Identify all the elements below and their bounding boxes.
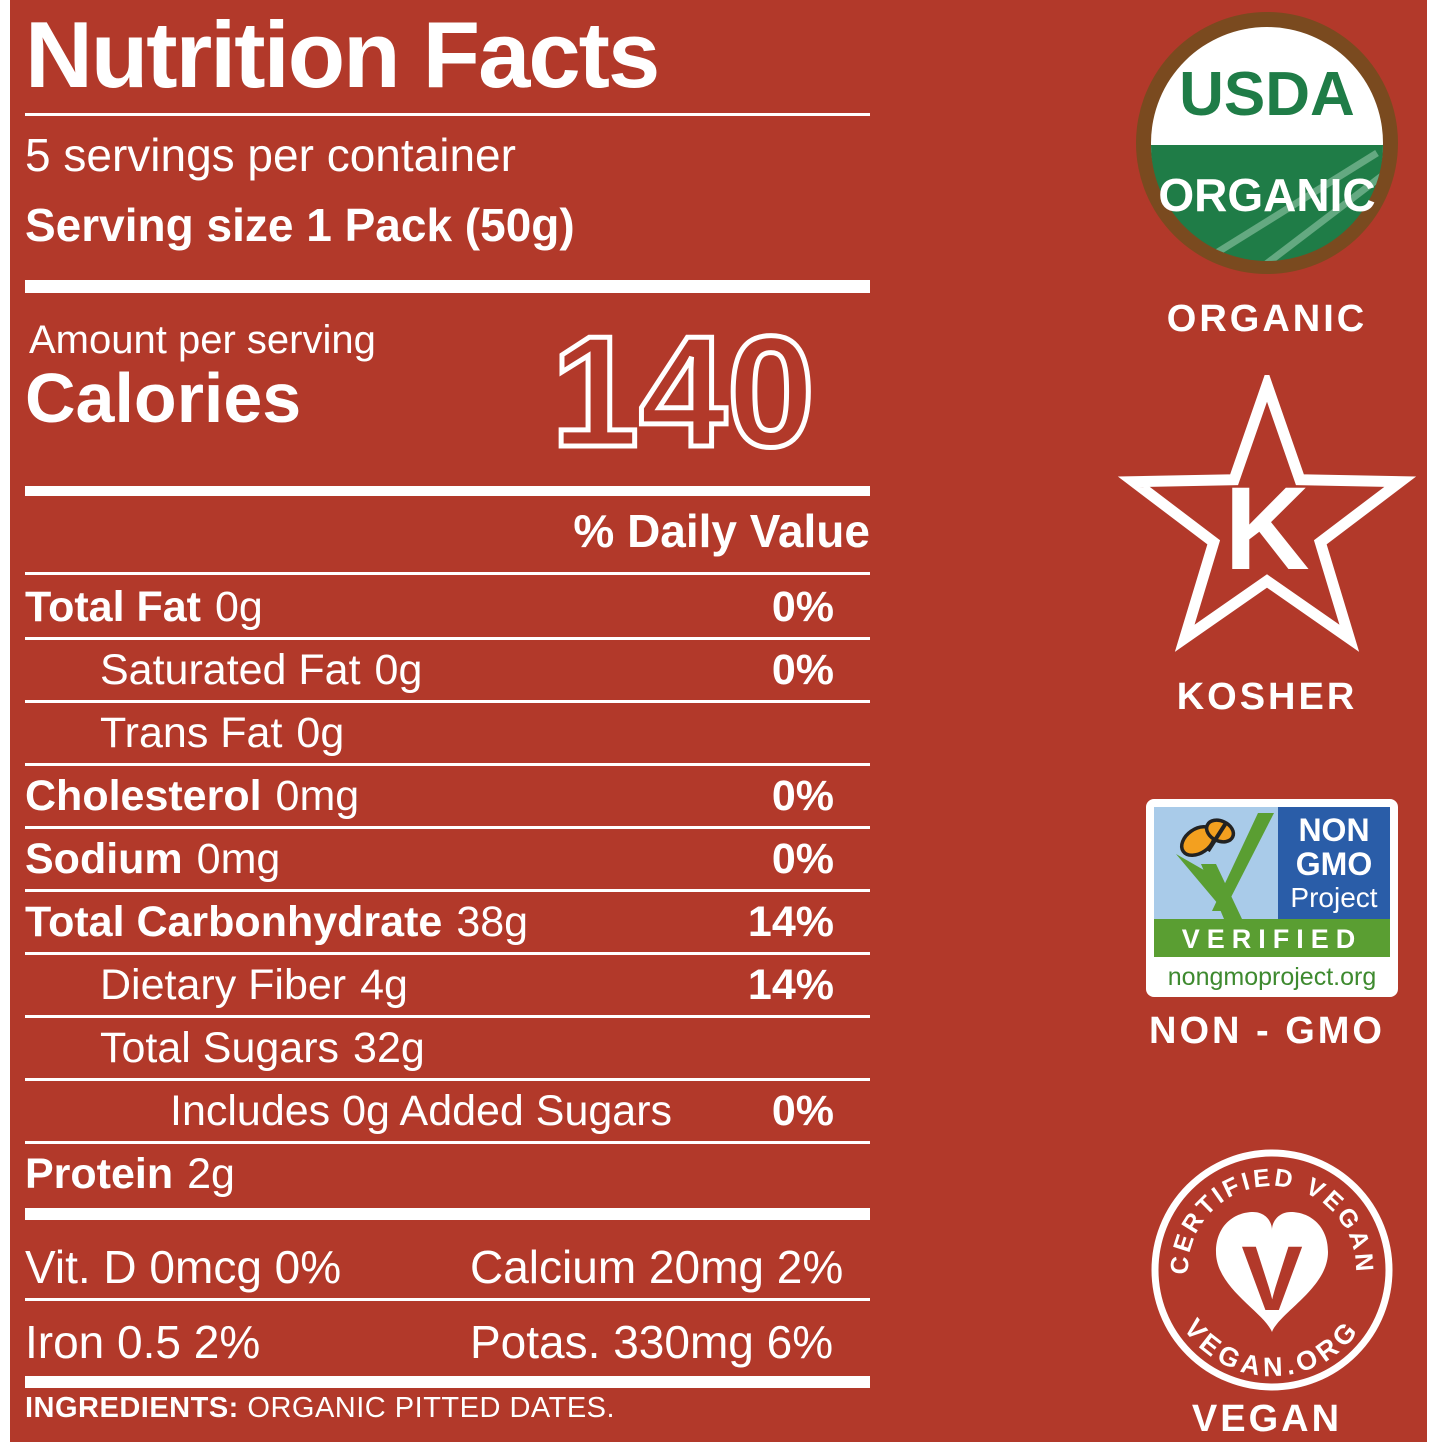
nutrition-facts-panel: Nutrition Facts 5 servings per container… xyxy=(25,0,870,1442)
organic-caption: ORGANIC xyxy=(1166,298,1368,340)
calories-value: 140 xyxy=(551,310,815,470)
nutrient-row: Sodium 0mg 0% xyxy=(25,829,870,892)
certified-vegan-seal-icon: CERTIFIED VEGAN VEGAN.ORG V xyxy=(1151,1149,1393,1391)
vegan-caption: VEGAN xyxy=(1191,1398,1343,1440)
page-title: Nutrition Facts xyxy=(25,2,660,107)
divider xyxy=(25,486,870,496)
ingredients-label: INGREDIENTS: xyxy=(25,1392,239,1424)
usda-seal-bottom-text: ORGANIC xyxy=(1158,169,1375,221)
nutrient-row: Total Fat 0g 0% xyxy=(25,577,870,640)
non-gmo-verified-badge-icon: NON GMO Project VERIFIED nongmoproject.o… xyxy=(1146,799,1398,997)
nutrient-amount: 0mg xyxy=(196,834,281,883)
micronutrient-right: Calcium 20mg 2% xyxy=(470,1241,844,1293)
amount-per-serving-label: Amount per serving xyxy=(29,318,376,362)
nutrient-row: Protein 2g xyxy=(25,1144,870,1204)
nutrient-amount: 0g xyxy=(374,645,423,694)
nutrient-amount: 4g xyxy=(360,960,408,1009)
nutrient-row: Saturated Fat 0g 0% xyxy=(25,640,870,703)
nutrient-daily-value: 0% xyxy=(771,771,834,820)
nutrient-daily-value: 14% xyxy=(747,960,834,1009)
divider xyxy=(25,113,870,116)
nutrient-row: Trans Fat 0g xyxy=(25,703,870,766)
nutrient-name: Includes 0g Added Sugars xyxy=(170,1086,673,1135)
serving-size: Serving size 1 Pack (50g) xyxy=(25,199,575,251)
kosher-star-icon: K xyxy=(1117,375,1417,652)
calories-value-outline: 140 xyxy=(549,310,818,470)
butterfly-icon xyxy=(1179,818,1236,858)
nutrient-amount: 2g xyxy=(187,1149,235,1198)
kosher-k-letter: K xyxy=(1224,463,1309,595)
nutrient-row: Cholesterol 0mg 0% xyxy=(25,766,870,829)
ingredients-value: ORGANIC PITTED DATES. xyxy=(247,1392,616,1424)
nutrient-rows: Total Fat 0g 0% Saturated Fat 0g 0% Tran… xyxy=(25,577,870,1204)
micronutrient-rows: Vit. D 0mcg 0% Calcium 20mg 2% Iron 0.5 … xyxy=(25,1226,870,1377)
nutrient-daily-value: 0% xyxy=(771,1086,834,1135)
calories-label: Calories xyxy=(25,359,302,437)
nutrient-amount: 0g xyxy=(214,582,263,631)
micronutrient-left: Iron 0.5 2% xyxy=(25,1316,261,1368)
vegan-v-letter: V xyxy=(1241,1228,1302,1330)
nutrient-daily-value: 0% xyxy=(771,645,834,694)
nutrient-amount: 32g xyxy=(353,1023,425,1072)
usda-organic-seal-icon: USDA ORGANIC xyxy=(1136,12,1398,274)
micronutrient-row: Iron 0.5 2% Potas. 330mg 6% xyxy=(25,1301,870,1377)
nutrient-name: Protein xyxy=(25,1149,174,1198)
nutrient-row: Dietary Fiber 4g 14% xyxy=(25,955,870,1018)
micronutrient-row: Vit. D 0mcg 0% Calcium 20mg 2% xyxy=(25,1226,870,1301)
non-gmo-url-text: nongmoproject.org xyxy=(1168,963,1376,991)
micronutrient-right: Potas. 330mg 6% xyxy=(470,1316,834,1368)
nutrient-name: Total Sugars xyxy=(100,1023,340,1072)
non-gmo-caption: NON - GMO xyxy=(1149,1010,1385,1052)
non-gmo-word2: GMO xyxy=(1296,846,1372,882)
non-gmo-verified-text: VERIFIED xyxy=(1182,924,1363,954)
divider xyxy=(25,1376,870,1388)
usda-seal-top-text: USDA xyxy=(1179,60,1355,129)
nutrient-name: Total Carbonhydrate xyxy=(25,897,443,946)
nutrient-row: Total Carbonhydrate 38g 14% xyxy=(25,892,870,955)
nutrient-amount: 0mg xyxy=(275,771,360,820)
ingredients-line: INGREDIENTS: ORGANIC PITTED DATES. xyxy=(25,1392,615,1425)
micronutrient-left: Vit. D 0mcg 0% xyxy=(25,1241,342,1293)
heart-icon xyxy=(1216,1212,1328,1332)
servings-per-container: 5 servings per container xyxy=(25,129,516,181)
non-gmo-word3: Project xyxy=(1290,882,1377,913)
nutrient-amount: 38g xyxy=(456,897,529,946)
divider xyxy=(25,572,870,575)
kosher-caption: KOSHER xyxy=(1176,676,1358,718)
divider xyxy=(25,280,870,293)
nutrient-daily-value: 0% xyxy=(771,582,834,631)
nutrient-amount: 0g xyxy=(296,708,345,757)
nutrient-name: Saturated Fat xyxy=(100,645,361,694)
nutrient-name: Sodium xyxy=(25,834,183,883)
nutrient-name: Cholesterol xyxy=(25,771,262,820)
nutrient-row: Total Sugars 32g xyxy=(25,1018,870,1081)
nutrient-daily-value: 14% xyxy=(747,897,834,946)
nutrient-daily-value: 0% xyxy=(771,834,834,883)
nutrient-name: Dietary Fiber xyxy=(100,960,347,1009)
divider xyxy=(25,1208,870,1220)
nutrient-name: Total Fat xyxy=(25,582,201,631)
nutrient-name: Trans Fat xyxy=(100,708,283,757)
non-gmo-word1: NON xyxy=(1298,812,1369,848)
daily-value-header: % Daily Value xyxy=(573,505,870,557)
nutrient-row: Includes 0g Added Sugars 0% xyxy=(25,1081,870,1144)
